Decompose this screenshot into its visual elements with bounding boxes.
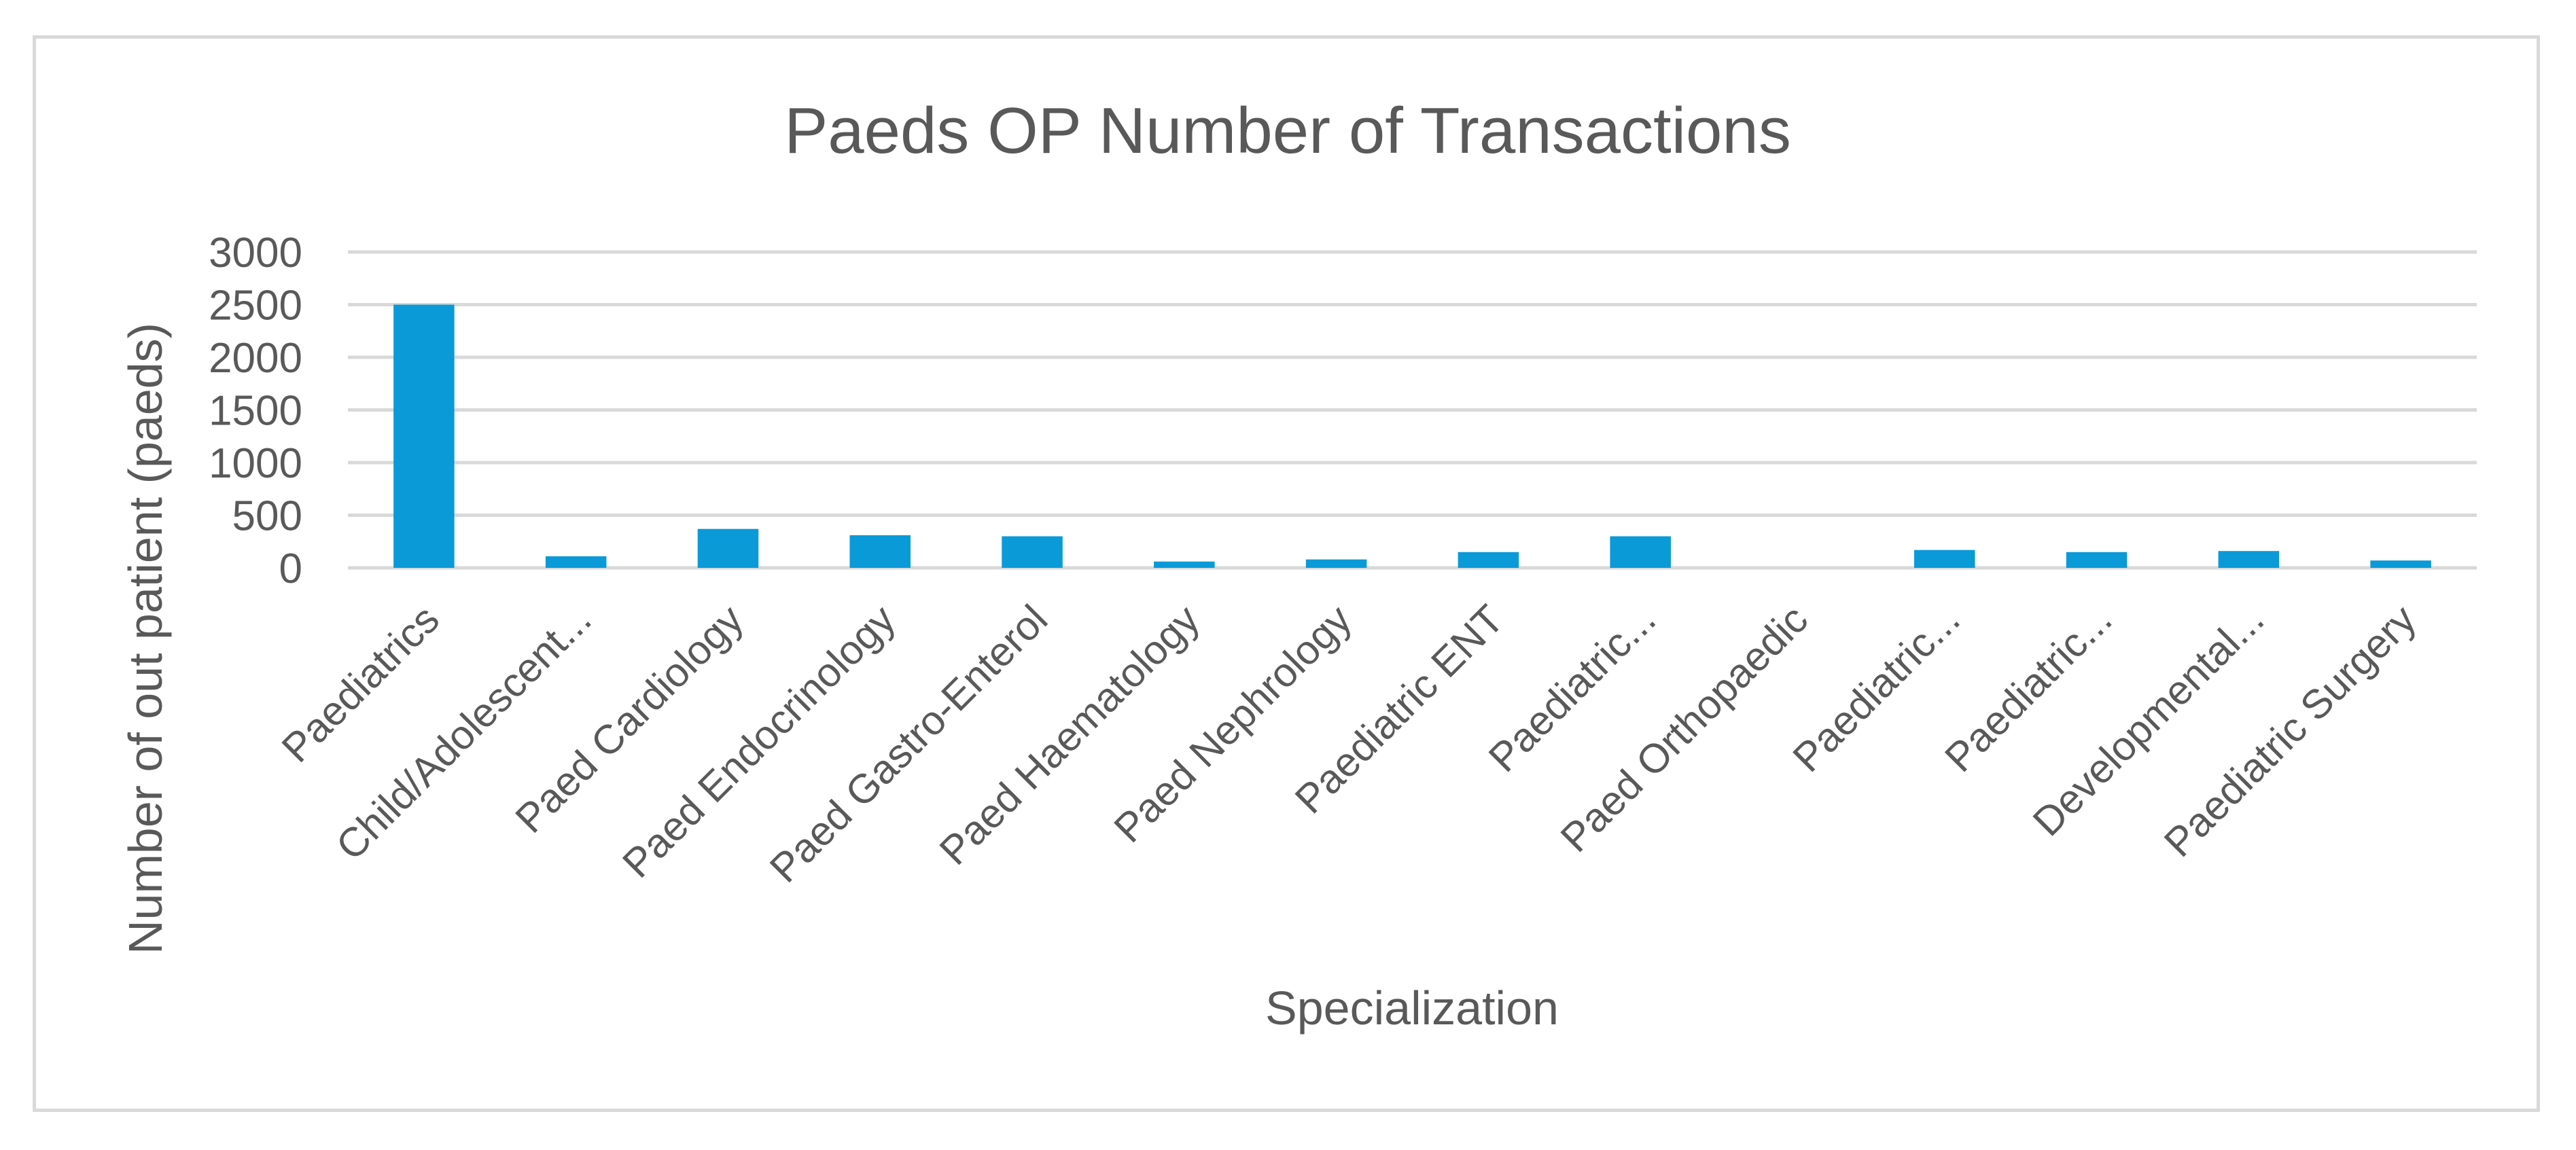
x-tick-label: Child/Adolescent... [328, 596, 600, 869]
y-axis-ticks: 0 500 1000 1500 2000 2500 3000 [209, 230, 302, 592]
bars [393, 304, 2431, 568]
bar [1913, 550, 1975, 568]
y-tick-label: 500 [232, 493, 302, 540]
chart-area [33, 35, 2540, 1112]
x-tick-label: Paed Orthopaedic [1552, 596, 1816, 861]
bar [697, 528, 759, 568]
x-tick-label: Paed Gastro-Enterol [761, 596, 1056, 891]
x-tick-label: Paed Haematology [931, 596, 1208, 874]
gridlines [348, 250, 2477, 570]
y-tick-label: 1500 [209, 388, 302, 435]
y-tick-label: 1000 [209, 440, 302, 487]
x-axis-title: Specialization [1265, 982, 1559, 1035]
bar [1458, 552, 1519, 568]
bar [1610, 536, 1671, 568]
bar [393, 304, 455, 568]
y-tick-label: 2500 [209, 283, 302, 329]
chart-title: Paeds OP Number of Transactions [784, 94, 1791, 167]
bar [1002, 536, 1063, 568]
y-tick-label: 0 [279, 545, 302, 592]
bar [1305, 559, 1367, 568]
y-axis-title: Number of out patient (paeds) [119, 323, 172, 954]
y-tick-label: 3000 [209, 230, 302, 276]
bar [849, 535, 911, 568]
y-tick-label: 2000 [209, 335, 302, 382]
bar [2370, 560, 2431, 568]
bar [1154, 561, 1215, 568]
bar [2066, 552, 2128, 568]
bar [545, 556, 607, 568]
x-tick-label: Paed Endocrinology [614, 596, 904, 886]
bar [2218, 551, 2280, 568]
x-tick-label: Paediatric Surgery [2155, 596, 2424, 865]
